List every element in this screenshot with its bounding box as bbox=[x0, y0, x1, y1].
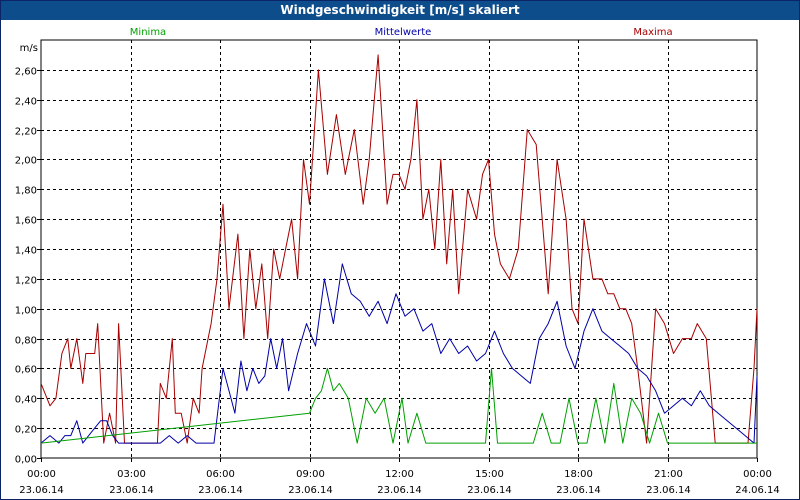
x-tick-date: 23.06.14 bbox=[377, 485, 422, 496]
y-tick-label: 1,40 bbox=[15, 246, 37, 257]
y-tick-label: 1,80 bbox=[15, 186, 37, 197]
y-tick-label: 1,60 bbox=[15, 216, 37, 227]
chart-title: Windgeschwindigkeit [m/s] skaliert bbox=[1, 1, 799, 20]
series-line-mittelwerte bbox=[40, 263, 758, 444]
x-tick-time: 00:00 bbox=[743, 469, 772, 480]
x-tick-time: 15:00 bbox=[475, 469, 504, 480]
x-tick-time: 00:00 bbox=[27, 469, 56, 480]
y-tick-label: 1,00 bbox=[15, 306, 37, 317]
y-tick-label: 0,20 bbox=[15, 425, 37, 436]
series-line-minima bbox=[40, 367, 757, 444]
y-tick-label: 2,00 bbox=[15, 156, 37, 167]
y-tick-label: 2,20 bbox=[15, 127, 37, 138]
x-tick-date: 23.06.14 bbox=[109, 485, 154, 496]
x-tick-time: 09:00 bbox=[296, 469, 325, 480]
x-tick-date: 23.06.14 bbox=[19, 485, 64, 496]
x-tick-date: 23.06.14 bbox=[467, 485, 512, 496]
y-tick-label: 2,60 bbox=[15, 67, 37, 78]
x-tick-time: 03:00 bbox=[117, 469, 146, 480]
series-layer bbox=[40, 54, 758, 444]
x-tick-time: 06:00 bbox=[206, 469, 235, 480]
legend-mittelwerte: Mittelwerte bbox=[375, 27, 432, 38]
x-tick-date: 23.06.14 bbox=[288, 485, 333, 496]
y-tick-label: 0,00 bbox=[15, 455, 37, 466]
y-tick-label: 0,80 bbox=[15, 336, 37, 347]
y-tick-label: 1,20 bbox=[15, 276, 37, 287]
y-tick-label: 2,40 bbox=[15, 97, 37, 108]
x-tick-date: 23.06.14 bbox=[646, 485, 691, 496]
y-tick-label: 0,40 bbox=[15, 395, 37, 406]
x-tick-date: 23.06.14 bbox=[556, 485, 601, 496]
x-tick-time: 18:00 bbox=[564, 469, 593, 480]
y-axis-label: m/s bbox=[20, 43, 38, 54]
x-tick-time: 12:00 bbox=[385, 469, 414, 480]
x-tick-time: 21:00 bbox=[654, 469, 683, 480]
legend-layer: Minima Mittelwerte Maxima bbox=[130, 27, 673, 38]
y-tick-label: 0,60 bbox=[15, 365, 37, 376]
axes-layer: 0,00 0,20 0,40 0,60 0,80 1,00 1,20 1,40 1,60 1,80… bbox=[15, 43, 780, 496]
legend-minima: Minima bbox=[130, 27, 166, 38]
legend-maxima: Maxima bbox=[633, 27, 672, 38]
x-tick-date: 23.06.14 bbox=[198, 485, 243, 496]
x-tick-date: 24.06.14 bbox=[735, 485, 780, 496]
